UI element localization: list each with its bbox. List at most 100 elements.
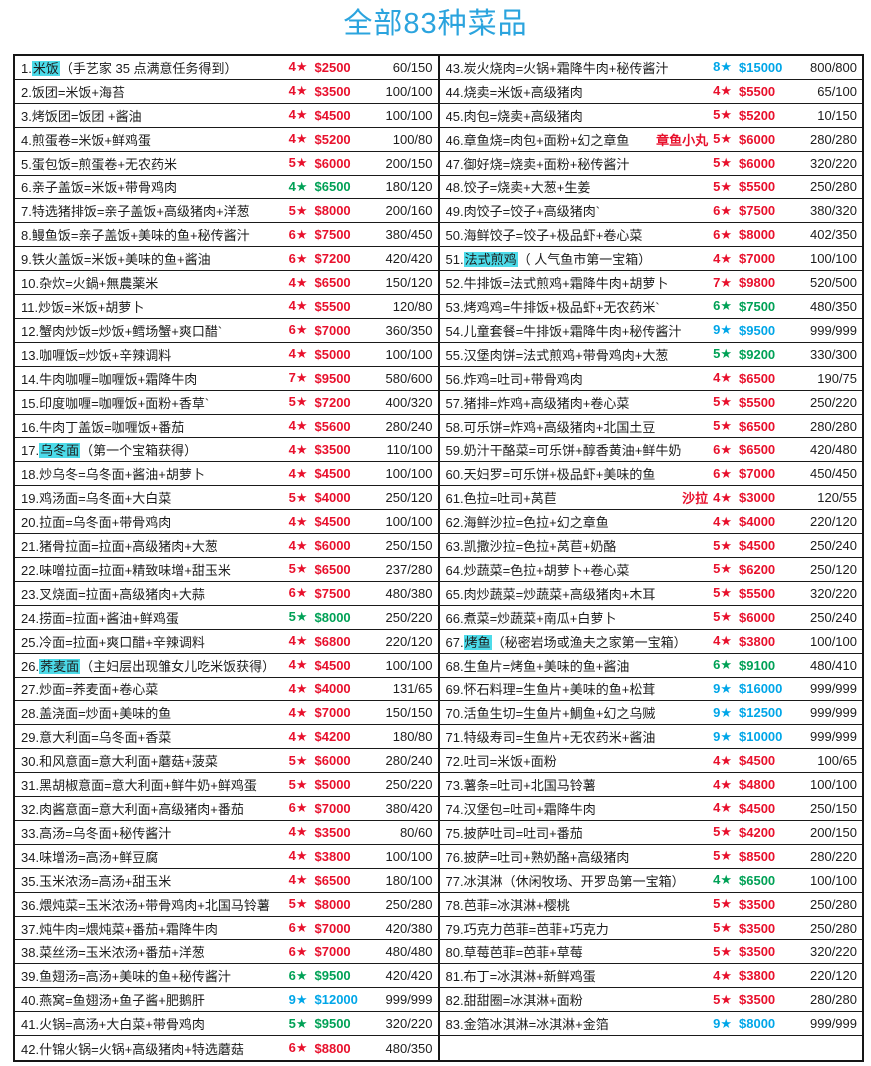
price: $3500 xyxy=(314,442,351,458)
star-rating: 4★ xyxy=(288,704,308,720)
price: $3500 xyxy=(739,992,776,1008)
recipe-text: 65.肉炒蔬菜=炒蔬菜+高级猪肉+木耳 xyxy=(445,586,656,602)
price: $6000 xyxy=(314,155,351,171)
stock-ratio: 220/120 xyxy=(810,968,857,984)
recipe-row: 26.荞麦面（主妇层出现雏女儿吃米饭获得） 4★ $4500 100/100 xyxy=(15,654,438,678)
recipe-row: 33.高汤=乌冬面+秘传酱汁 4★ $3500 80/60 xyxy=(15,821,438,845)
star-rating: 9★ xyxy=(713,322,732,338)
recipe-row: 74.汉堡包=吐司+霜降牛肉 4★ $4500 250/150 xyxy=(439,797,862,821)
star-rating: 4★ xyxy=(288,848,308,864)
recipe-row: 81.布丁=冰淇淋+新鲜鸡蛋 4★ $3800 220/120 xyxy=(439,964,862,989)
recipe-row: 15.印度咖喱=咖喱饭+面粉+香草` 5★ $7200 400/320 xyxy=(15,391,438,415)
recipe-text: 11.炒饭=米饭+胡萝卜 xyxy=(21,299,145,315)
recipe-text: 74.汉堡包=吐司+霜降牛肉 xyxy=(445,801,596,817)
recipe-row: 29.意大利面=乌冬面+香菜 4★ $4200 180/80 xyxy=(15,725,438,750)
price: $3500 xyxy=(739,944,776,960)
recipe-row: 42.什锦火锅=火锅+高级猪肉+特选蘑菇 6★ $8800 480/350 xyxy=(15,1036,438,1060)
recipe-text: 75.披萨吐司=吐司+番茄 xyxy=(445,825,583,841)
price: $7500 xyxy=(739,298,776,314)
stock-ratio: 480/350 xyxy=(385,1040,433,1056)
recipe-row: 56.炸鸡=吐司+带骨鸡肉 4★ $6500 190/75 xyxy=(439,367,862,391)
recipe-row: 71.特级寿司=生鱼片+无农药米+酱油 9★ $10000 999/999 xyxy=(439,725,862,750)
recipe-highlight: 法式煎鸡 xyxy=(463,252,518,268)
recipe-row: 69.怀石料理=生鱼片+美味的鱼+松茸 9★ $16000 999/999 xyxy=(439,678,862,702)
recipe-text: 31.黑胡椒意面=意大利面+鲜牛奶+鲜鸡蛋 xyxy=(21,778,257,794)
star-rating: 4★ xyxy=(713,633,732,649)
recipe-row xyxy=(440,1036,863,1060)
stock-ratio: 250/220 xyxy=(810,394,857,410)
recipe-row: 49.肉饺子=饺子+高级猪肉` 6★ $7500 380/320 xyxy=(439,199,862,224)
stock-ratio: 400/320 xyxy=(385,394,433,410)
price: $12500 xyxy=(739,705,783,721)
recipe-text: 78.芭菲=冰淇淋+樱桃 xyxy=(445,897,570,913)
star-rating: 5★ xyxy=(713,848,732,864)
recipe-text: 37.炖牛肉=煨炖菜+番茄+霜降牛肉 xyxy=(21,921,218,937)
price: $7500 xyxy=(314,227,351,243)
star-rating: 7★ xyxy=(713,274,732,290)
price: $7200 xyxy=(314,394,351,410)
star-rating: 5★ xyxy=(288,776,308,792)
recipe-text: 9.铁火盖饭=米饭+美味的鱼+酱油 xyxy=(21,252,211,268)
stock-ratio: 100/100 xyxy=(385,466,433,482)
price: $9500 xyxy=(739,322,776,338)
stock-ratio: 180/100 xyxy=(385,872,433,888)
star-rating: 4★ xyxy=(713,752,732,768)
recipe-text: 4.煎蛋卷=米饭+鲜鸡蛋 xyxy=(21,132,152,148)
recipe-text: 1.米饭（手艺家 35 点满意任务得到） xyxy=(21,60,238,76)
star-rating: 9★ xyxy=(713,1015,732,1031)
recipe-text: 81.布丁=冰淇淋+新鲜鸡蛋 xyxy=(445,969,596,985)
star-rating: 6★ xyxy=(713,226,732,242)
star-rating: 4★ xyxy=(288,274,308,290)
stock-ratio: 450/450 xyxy=(810,466,857,482)
stock-ratio: 220/120 xyxy=(385,633,433,649)
stock-ratio: 480/350 xyxy=(810,298,857,314)
recipe-row: 45.肉包=烧卖+高级猪肉 5★ $5200 10/150 xyxy=(439,104,862,128)
price: $6000 xyxy=(739,131,776,147)
stock-ratio: 250/120 xyxy=(810,561,857,577)
recipe-row: 68.生鱼片=烤鱼+美味的鱼+酱油 6★ $9100 480/410 xyxy=(439,654,862,678)
recipe-highlight: 烤鱼 xyxy=(463,634,492,650)
recipe-text: 70.活鱼生切=生鱼片+鯛鱼+幻之乌贼 xyxy=(445,706,656,722)
price: $15000 xyxy=(739,59,783,75)
price: $9500 xyxy=(314,1016,351,1032)
price: $4500 xyxy=(314,466,351,482)
star-rating: 4★ xyxy=(288,59,308,75)
stock-ratio: 100/80 xyxy=(392,131,433,147)
star-rating: 4★ xyxy=(288,441,308,457)
stock-ratio: 220/120 xyxy=(810,514,857,530)
star-rating: 5★ xyxy=(288,752,308,768)
recipe-text: 76.披萨=吐司+熟奶酪+高级猪肉 xyxy=(445,849,630,865)
price: $5500 xyxy=(739,83,776,99)
stock-ratio: 320/220 xyxy=(810,944,857,960)
price: $7000 xyxy=(314,944,351,960)
price: $6500 xyxy=(739,872,776,888)
stock-ratio: 320/220 xyxy=(810,155,857,171)
recipe-row: 59.奶汁干酪菜=可乐饼+醇香黄油+鲜牛奶 6★ $6500 420/480 xyxy=(439,438,862,463)
recipe-row: 76.披萨=吐司+熟奶酪+高级猪肉 5★ $8500 280/220 xyxy=(439,845,862,869)
price: $4000 xyxy=(739,514,776,530)
recipe-highlight: 乌冬面 xyxy=(39,443,81,459)
stock-ratio: 65/100 xyxy=(817,83,857,99)
star-rating: 4★ xyxy=(288,824,308,840)
recipe-text: 34.味增汤=高汤+鲜豆腐 xyxy=(21,849,159,865)
recipe-row: 1.米饭（手艺家 35 点满意任务得到） 4★ $2500 60/150 xyxy=(15,56,438,80)
recipe-row: 40.燕窝=鱼翅汤+鱼子酱+肥鹅肝 9★ $12000 999/999 xyxy=(15,988,438,1013)
recipe-text: 49.肉饺子=饺子+高级猪肉` xyxy=(445,204,601,220)
recipe-text: 68.生鱼片=烤鱼+美味的鱼+酱油 xyxy=(445,658,630,674)
star-rating: 4★ xyxy=(713,370,732,386)
recipe-text: 50.海鲜饺子=饺子+极品虾+卷心菜 xyxy=(445,228,643,244)
star-rating: 6★ xyxy=(288,250,308,266)
price: $9800 xyxy=(739,275,776,291)
recipe-text: 28.盖浇面=炒面+美味的鱼 xyxy=(21,706,172,722)
price: $4200 xyxy=(739,824,776,840)
star-rating: 9★ xyxy=(288,991,308,1007)
price: $4500 xyxy=(739,538,776,554)
star-rating: 5★ xyxy=(713,131,732,147)
star-rating: 5★ xyxy=(713,585,732,601)
stock-ratio: 200/150 xyxy=(810,824,857,840)
recipe-row: 77.冰淇淋（休闲牧场、开罗岛第一宝箱） 4★ $6500 100/100 xyxy=(439,869,862,893)
stock-ratio: 420/380 xyxy=(385,920,433,936)
star-rating: 6★ xyxy=(713,202,732,218)
recipe-text: 64.炒蔬菜=色拉+胡萝卜+卷心菜 xyxy=(445,562,630,578)
price: $6500 xyxy=(314,872,351,888)
